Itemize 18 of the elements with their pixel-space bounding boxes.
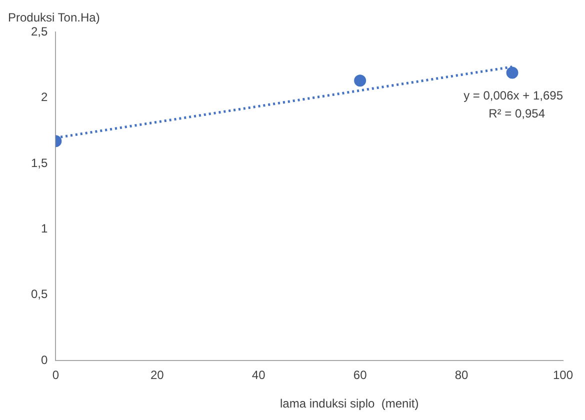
y-tick-label: 2,5 — [30, 24, 48, 38]
x-tick-label: 0 — [52, 368, 60, 382]
annotation: R² = 0,954 — [488, 106, 546, 120]
x-tick-label: 40 — [252, 368, 266, 382]
x-tick-label: 100 — [552, 368, 574, 382]
y-tick-label: 0 — [40, 352, 48, 367]
y-tick-label: 1 — [40, 221, 48, 236]
x-tick-label: 80 — [454, 368, 469, 382]
y-axis-title: Produksi Ton.Ha) — [8, 10, 100, 24]
point — [354, 74, 366, 87]
y-tick-label: 0,5 — [30, 287, 48, 302]
annotation: y = 0,006x + 1,695 — [464, 88, 564, 102]
x-tick-label: 60 — [353, 368, 368, 382]
x-tick-label: 20 — [150, 368, 164, 382]
y-tick-label: 1,5 — [30, 156, 48, 170]
x-axis-title: lama induksi siplo (menit) — [280, 396, 419, 410]
point — [506, 66, 518, 79]
y-tick-label: 2 — [40, 90, 48, 104]
